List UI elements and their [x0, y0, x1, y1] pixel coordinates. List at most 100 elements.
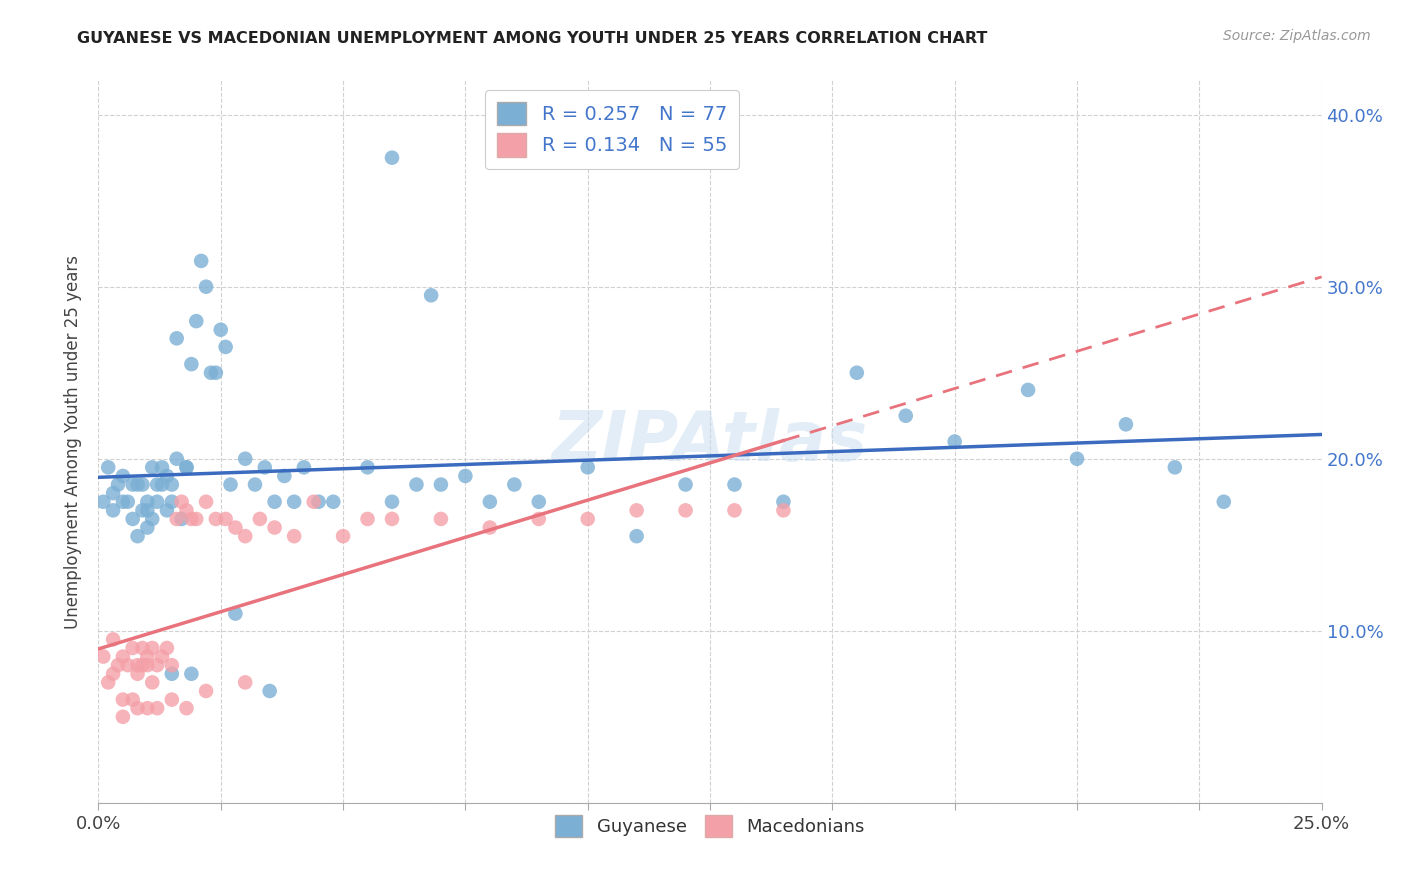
Point — [1017, 383, 1039, 397]
Point — [420, 288, 443, 302]
Point — [243, 477, 266, 491]
Point — [205, 366, 228, 380]
Point — [200, 366, 222, 380]
Point — [1066, 451, 1088, 466]
Point — [233, 529, 256, 543]
Point — [166, 451, 188, 466]
Point — [224, 607, 246, 621]
Point — [576, 460, 599, 475]
Point — [894, 409, 917, 423]
Point — [381, 512, 404, 526]
Point — [381, 494, 404, 508]
Point — [156, 503, 179, 517]
Point — [283, 529, 305, 543]
Point — [111, 692, 134, 706]
Point — [772, 494, 794, 508]
Point — [121, 640, 143, 655]
Point — [121, 512, 143, 526]
Point — [131, 640, 153, 655]
Legend: Guyanese, Macedonians: Guyanese, Macedonians — [548, 808, 872, 845]
Point — [121, 692, 143, 706]
Point — [111, 710, 134, 724]
Point — [141, 640, 163, 655]
Point — [127, 477, 149, 491]
Point — [101, 503, 124, 517]
Point — [233, 451, 256, 466]
Point — [117, 494, 139, 508]
Point — [176, 460, 198, 475]
Point — [150, 460, 173, 475]
Point — [356, 512, 378, 526]
Point — [195, 684, 218, 698]
Point — [107, 477, 129, 491]
Point — [91, 494, 114, 508]
Point — [176, 701, 198, 715]
Point — [176, 460, 198, 475]
Point — [91, 649, 114, 664]
Point — [675, 477, 697, 491]
Point — [626, 503, 648, 517]
Point — [180, 512, 202, 526]
Point — [214, 340, 236, 354]
Text: ZIPAtlas: ZIPAtlas — [553, 408, 868, 475]
Point — [626, 529, 648, 543]
Point — [190, 253, 212, 268]
Point — [233, 675, 256, 690]
Point — [160, 692, 183, 706]
Point — [166, 512, 188, 526]
Point — [263, 494, 285, 508]
Point — [772, 503, 794, 517]
Point — [292, 460, 315, 475]
Point — [180, 666, 202, 681]
Point — [141, 675, 163, 690]
Point — [430, 512, 453, 526]
Point — [156, 469, 179, 483]
Point — [195, 279, 218, 293]
Point — [136, 503, 159, 517]
Point — [97, 460, 120, 475]
Point — [195, 494, 218, 508]
Point — [943, 434, 966, 449]
Point — [121, 477, 143, 491]
Point — [136, 658, 159, 673]
Point — [214, 512, 236, 526]
Point — [253, 460, 276, 475]
Point — [111, 469, 134, 483]
Point — [107, 658, 129, 673]
Point — [454, 469, 477, 483]
Point — [381, 151, 404, 165]
Point — [430, 477, 453, 491]
Point — [356, 460, 378, 475]
Text: Source: ZipAtlas.com: Source: ZipAtlas.com — [1223, 29, 1371, 43]
Point — [176, 503, 198, 517]
Point — [127, 666, 149, 681]
Point — [224, 520, 246, 534]
Point — [405, 477, 427, 491]
Point — [156, 640, 179, 655]
Point — [170, 512, 193, 526]
Point — [127, 701, 149, 715]
Point — [1164, 460, 1187, 475]
Point — [160, 494, 183, 508]
Point — [117, 658, 139, 673]
Point — [308, 494, 330, 508]
Point — [205, 512, 228, 526]
Point — [146, 477, 169, 491]
Point — [146, 701, 169, 715]
Point — [186, 512, 208, 526]
Point — [146, 494, 169, 508]
Point — [141, 512, 163, 526]
Point — [527, 512, 550, 526]
Point — [101, 666, 124, 681]
Point — [332, 529, 354, 543]
Point — [209, 323, 232, 337]
Point — [263, 520, 285, 534]
Point — [259, 684, 281, 698]
Point — [160, 666, 183, 681]
Point — [127, 658, 149, 673]
Point — [478, 494, 501, 508]
Text: GUYANESE VS MACEDONIAN UNEMPLOYMENT AMONG YOUTH UNDER 25 YEARS CORRELATION CHART: GUYANESE VS MACEDONIAN UNEMPLOYMENT AMON… — [77, 31, 987, 46]
Point — [675, 503, 697, 517]
Point — [136, 701, 159, 715]
Point — [723, 477, 745, 491]
